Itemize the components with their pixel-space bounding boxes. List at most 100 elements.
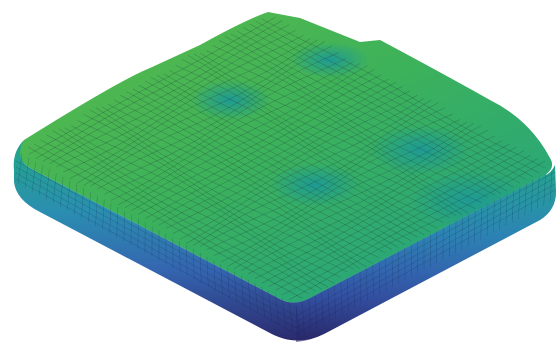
slab-side-right (296, 165, 556, 342)
dip (270, 163, 360, 207)
mesh-line (194, 53, 476, 209)
mesh-line (193, 107, 446, 246)
mesh-line (218, 39, 501, 194)
mesh-line (110, 63, 361, 201)
mesh-line (254, 143, 510, 279)
mesh-line (117, 65, 368, 206)
mesh-line (34, 143, 309, 295)
mesh-line (243, 27, 527, 180)
mesh-line (200, 53, 482, 203)
mesh-line (206, 50, 489, 198)
mesh-line (234, 129, 489, 269)
mesh-line (199, 113, 453, 247)
mesh-line (35, 20, 283, 159)
side-line (213, 260, 216, 291)
mesh-line (77, 120, 354, 270)
mesh-line (175, 65, 457, 216)
mesh-line (132, 88, 412, 242)
side-line (480, 207, 482, 240)
mesh-line (289, 160, 546, 300)
side-line (31, 161, 36, 192)
mesh-line (28, 17, 276, 155)
mesh-line (186, 102, 439, 244)
mesh-line (247, 140, 503, 275)
side-line (186, 245, 188, 276)
side-line (282, 298, 287, 329)
side-ring (15, 178, 556, 335)
side-line (302, 302, 305, 335)
side-line (467, 214, 470, 247)
side-line (206, 256, 209, 287)
side-line (493, 200, 495, 233)
mesh-line (163, 73, 444, 223)
side-line (366, 268, 368, 301)
side-line (53, 172, 57, 204)
mesh-line (158, 90, 411, 226)
mesh-line (64, 127, 341, 278)
mesh-line (101, 106, 380, 259)
mesh-line (220, 123, 475, 263)
mesh-line (145, 82, 396, 219)
side-line (385, 258, 387, 291)
dip (370, 125, 470, 175)
mesh-line (126, 91, 405, 245)
mesh-line (69, 39, 318, 179)
side-line (81, 188, 84, 219)
side-line (199, 252, 202, 283)
side-ring (15, 172, 556, 329)
mesh-line (138, 78, 389, 215)
mesh-line (224, 36, 508, 192)
side-line (137, 218, 139, 249)
side-line (543, 173, 546, 206)
mesh-line (172, 98, 425, 234)
side-line (549, 169, 553, 203)
side-line (234, 271, 237, 302)
mesh-line (89, 109, 367, 268)
mesh-line (165, 95, 418, 229)
side-line (38, 165, 43, 196)
mesh-line (114, 99, 393, 250)
mesh-line (237, 30, 521, 184)
side-line (359, 271, 362, 305)
side-line (74, 184, 78, 215)
side-line (45, 169, 50, 200)
side-line (88, 191, 91, 223)
mesh-line (107, 104, 386, 254)
side-line (268, 290, 273, 321)
side-line (288, 302, 294, 333)
mesh-line (213, 122, 467, 256)
mesh-line (131, 74, 382, 211)
mesh-line (120, 95, 399, 248)
mesh-line (83, 45, 333, 186)
side-line (261, 286, 265, 318)
side-line (193, 248, 195, 280)
side-line (530, 180, 534, 213)
side-line (275, 294, 280, 325)
mesh-line (282, 158, 538, 295)
mesh-line (46, 134, 322, 290)
mesh-line (230, 33, 514, 188)
mesh-line (90, 52, 340, 187)
mesh-line (261, 146, 517, 284)
side-line (179, 241, 181, 272)
side-line (116, 207, 119, 238)
mesh-lines (28, 17, 546, 300)
mesh-line (83, 114, 361, 269)
mesh-line (62, 38, 311, 173)
side-line (295, 305, 301, 337)
mesh-line (241, 135, 496, 271)
mesh-line (49, 29, 297, 164)
side-line (24, 157, 30, 188)
side-line (537, 176, 540, 209)
side-line (130, 214, 132, 245)
side-line (95, 195, 98, 226)
side-ring (15, 166, 556, 323)
side-line (295, 305, 299, 339)
side-ring (15, 160, 556, 317)
top-surface (20, 12, 553, 303)
side-line (378, 261, 381, 294)
mesh-line (40, 139, 316, 292)
mesh-line (157, 74, 437, 229)
side-line (327, 288, 330, 322)
